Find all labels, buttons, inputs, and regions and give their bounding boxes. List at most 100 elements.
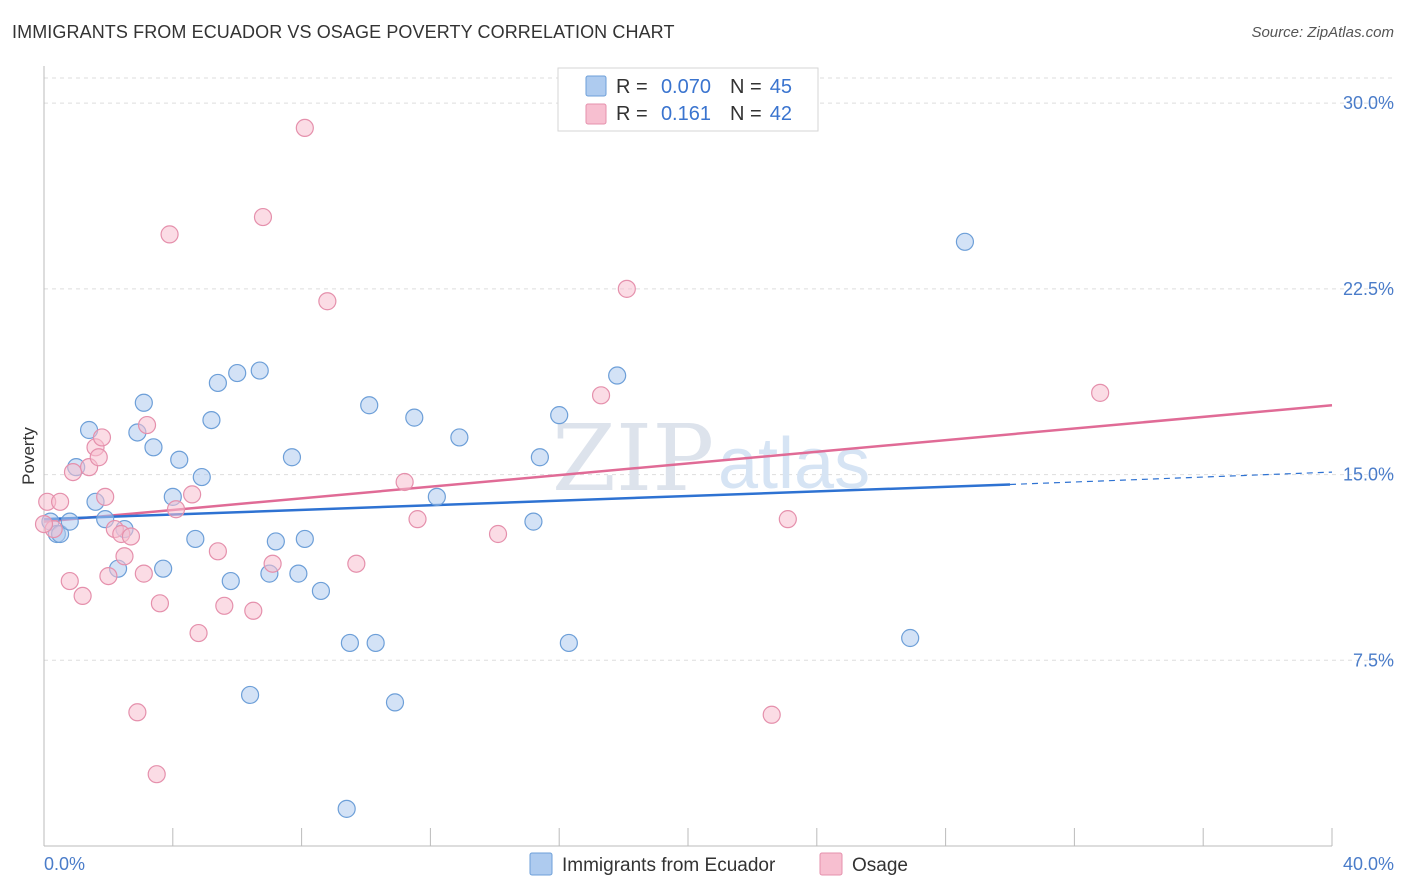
point-osage (63, 462, 83, 482)
point-osage (408, 510, 427, 529)
x-tick-label-max: 40.0% (1343, 854, 1394, 874)
point-ecuador (282, 448, 302, 467)
point-osage (89, 448, 108, 467)
point-ecuador (186, 529, 205, 549)
legend-swatch-osage (585, 103, 607, 125)
point-osage (96, 487, 115, 506)
legend-n-label-ecuador: N = (730, 76, 762, 98)
series-legend-label-ecuador: Immigrants from Ecuador (562, 855, 776, 876)
point-osage (50, 492, 70, 511)
point-ecuador (202, 410, 221, 430)
point-osage (160, 225, 179, 244)
point-ecuador (340, 633, 359, 653)
point-osage (73, 586, 92, 606)
series-legend: Immigrants from Ecuador Osage (529, 852, 908, 876)
point-osage (115, 547, 134, 566)
point-osage (189, 623, 208, 643)
legend-n-value-ecuador: 45 (770, 76, 792, 98)
point-osage (147, 765, 166, 784)
watermark: ZIP atlas (552, 405, 870, 512)
y-tick-label: 22.5% (1343, 279, 1394, 299)
point-osage (253, 207, 273, 227)
point-osage (128, 703, 147, 722)
watermark-zip: ZIP (552, 405, 714, 512)
series-legend-swatch-ecuador (529, 852, 553, 876)
point-ecuador (450, 428, 469, 447)
legend-r-label-ecuador: R = (616, 76, 648, 98)
point-osage (134, 564, 153, 583)
point-ecuador (154, 559, 173, 578)
point-osage (318, 292, 337, 311)
point-ecuador (550, 406, 569, 425)
trend-line-osage (43, 403, 1333, 523)
point-ecuador (524, 512, 543, 531)
point-ecuador (427, 487, 446, 506)
correlation-legend: R = 0.070 N = 45 R = 0.161 N = 42 (557, 67, 819, 132)
point-osage (166, 500, 186, 519)
point-osage (183, 485, 202, 504)
point-ecuador (337, 799, 356, 818)
point-ecuador (208, 373, 227, 393)
point-osage (395, 472, 414, 492)
gridlines (44, 77, 1392, 661)
point-ecuador (192, 467, 211, 487)
point-ecuador (289, 564, 308, 583)
point-ecuador (295, 529, 314, 549)
point-osage (488, 524, 508, 544)
point-ecuador (60, 512, 79, 531)
axes (43, 66, 1333, 847)
point-ecuador (240, 685, 260, 705)
point-ecuador (360, 396, 379, 415)
y-tick-label: 15.0% (1343, 465, 1394, 485)
point-ecuador (134, 393, 153, 412)
y-tick-label: 7.5% (1353, 650, 1394, 670)
point-osage (591, 386, 611, 405)
y-tick-labels: 7.5% 15.0% 22.5% 30.0% (1343, 93, 1394, 670)
point-ecuador (608, 366, 627, 385)
point-osage (34, 514, 54, 534)
point-osage (121, 527, 141, 546)
point-ecuador (901, 628, 920, 648)
point-osage (1091, 383, 1110, 402)
legend-r-value-ecuador: 0.070 (661, 76, 711, 98)
legend-r-value-osage: 0.161 (661, 103, 711, 125)
point-ecuador (311, 581, 331, 601)
point-ecuador (221, 571, 240, 591)
point-ecuador (405, 408, 424, 427)
point-osage (778, 510, 797, 529)
legend-swatch-ecuador (585, 75, 607, 97)
point-osage (762, 705, 781, 724)
point-osage (208, 542, 227, 561)
series-legend-label-osage: Osage (852, 855, 908, 876)
point-osage (137, 415, 157, 435)
point-osage (60, 571, 79, 591)
y-axis-title: Poverty (19, 427, 38, 485)
point-ecuador (955, 232, 975, 251)
point-osage (244, 601, 263, 620)
source-credit: Source: ZipAtlas.com (1251, 24, 1394, 41)
trend-line-ecuador-extension (1009, 471, 1333, 486)
trend-line-ecuador (43, 483, 1011, 521)
point-osage (263, 554, 282, 573)
legend-n-value-osage: 42 (770, 103, 792, 125)
y-tick-label: 30.0% (1343, 93, 1394, 113)
chart-title: IMMIGRANTS FROM ECUADOR VS OSAGE POVERTY… (12, 22, 675, 42)
point-ecuador (366, 633, 385, 653)
legend-r-label-osage: R = (616, 103, 648, 125)
point-ecuador (266, 532, 285, 551)
point-ecuador (530, 448, 549, 467)
series-legend-swatch-osage (819, 852, 843, 876)
point-ecuador (250, 361, 269, 380)
point-osage (347, 554, 366, 573)
point-osage (150, 594, 170, 613)
point-ecuador (170, 450, 189, 469)
data-points (34, 118, 1110, 818)
point-osage (295, 118, 314, 138)
point-osage (215, 596, 234, 615)
legend-n-label-osage: N = (730, 103, 762, 125)
point-osage (617, 279, 636, 298)
point-ecuador (385, 693, 405, 712)
x-tick-label-min: 0.0% (44, 854, 85, 874)
point-ecuador (228, 363, 247, 383)
